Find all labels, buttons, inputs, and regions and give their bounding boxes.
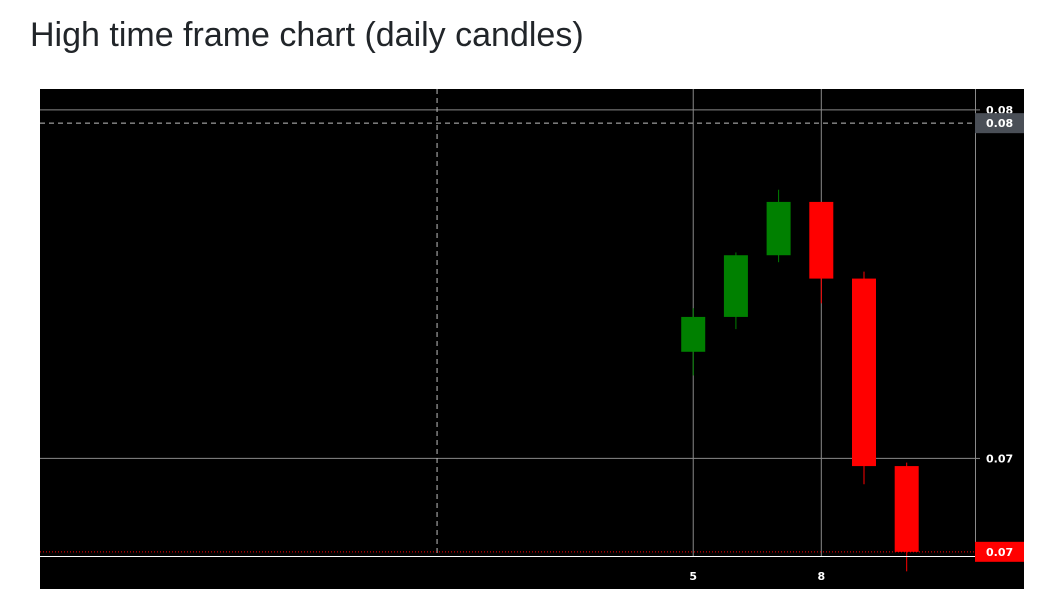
candle-body (681, 316, 706, 352)
candle-down (851, 271, 876, 485)
axes: 0.080.075 80.080.07 (40, 89, 1024, 583)
x-tick-label: 8 (817, 570, 825, 583)
candle-down (809, 201, 834, 304)
candle-down (894, 462, 919, 572)
candlestick-chart[interactable]: 0.08 0.07 5 8 0.08 0.07 (40, 89, 1024, 589)
candle-up (681, 308, 706, 376)
candle-body (723, 255, 748, 317)
page-title: High time frame chart (daily candles) (30, 16, 584, 54)
x-tick-label: 5 (689, 570, 697, 583)
crosshair (40, 89, 975, 556)
last-price-label: 0.07 (986, 546, 1013, 559)
chart-background (40, 89, 1024, 589)
candle-body (809, 201, 834, 279)
candle-body (894, 466, 919, 552)
y-tick-label: 0.07 (986, 452, 1013, 465)
candles (681, 189, 919, 572)
candle-body (851, 278, 876, 467)
candle-up (766, 189, 791, 263)
crosshair-price-label: 0.08 (986, 117, 1013, 130)
candle-body (766, 201, 791, 256)
candle-up (723, 252, 748, 330)
crosshair-price-label-bg (975, 113, 1024, 134)
last-price-label-bg (975, 541, 1024, 562)
